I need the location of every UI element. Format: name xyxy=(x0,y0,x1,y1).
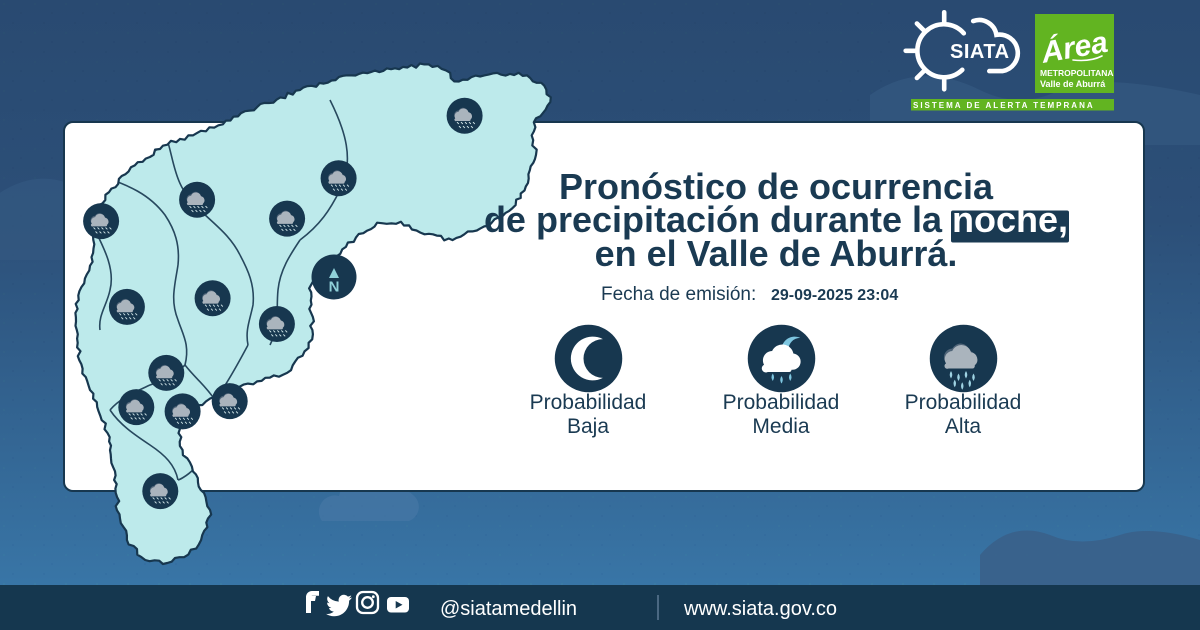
svg-text:@siatamedellin: @siatamedellin xyxy=(440,598,577,620)
svg-text:Probabilidad: Probabilidad xyxy=(723,391,840,414)
svg-text:Fecha de emisión:: Fecha de emisión: xyxy=(601,284,756,305)
svg-text:29-09-2025 23:04: 29-09-2025 23:04 xyxy=(771,287,898,304)
svg-text:www.siata.gov.co: www.siata.gov.co xyxy=(683,598,837,620)
svg-text:Baja: Baja xyxy=(567,415,609,438)
svg-text:Media: Media xyxy=(752,415,810,438)
svg-text:Probabilidad: Probabilidad xyxy=(530,391,647,414)
svg-text:Probabilidad: Probabilidad xyxy=(905,391,1022,414)
svg-text:Alta: Alta xyxy=(945,415,982,438)
svg-text:en el Valle de Aburrá.: en el Valle de Aburrá. xyxy=(595,233,958,274)
